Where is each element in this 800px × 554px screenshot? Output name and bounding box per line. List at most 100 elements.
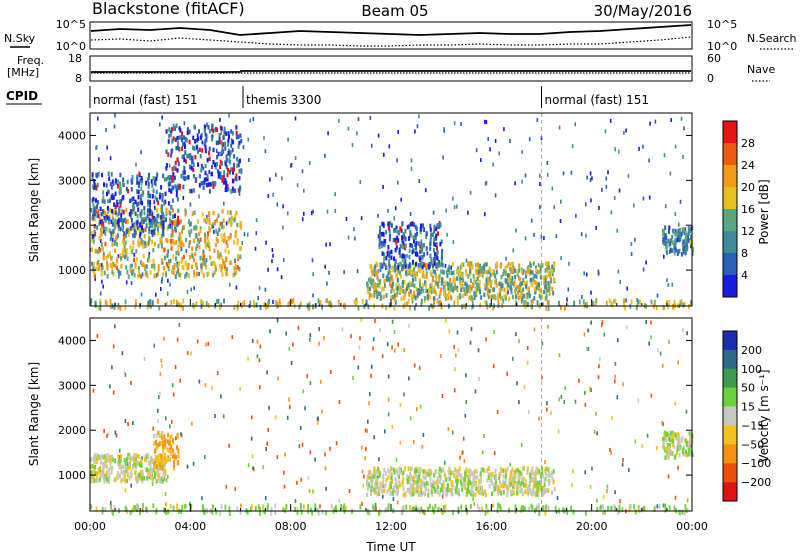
scatter-cell bbox=[384, 429, 386, 434]
ground-scatter-cell bbox=[104, 299, 107, 305]
ground-scatter-cell bbox=[531, 304, 533, 310]
echo-cell bbox=[121, 222, 124, 227]
echo-cell bbox=[388, 487, 391, 492]
echo-cell bbox=[551, 271, 554, 277]
ground-scatter-cell bbox=[94, 302, 97, 308]
echo-cell bbox=[547, 261, 549, 267]
echo-cell bbox=[393, 296, 396, 302]
ground-scatter-cell bbox=[300, 503, 302, 508]
ground-scatter-cell bbox=[484, 510, 487, 516]
echo-cell bbox=[418, 484, 420, 489]
scatter-cell bbox=[354, 236, 356, 241]
echo-cell bbox=[477, 484, 480, 490]
echo-cell bbox=[135, 249, 138, 254]
ground-scatter-cell bbox=[276, 301, 279, 307]
scatter-cell bbox=[448, 329, 451, 334]
scatter-cell bbox=[181, 433, 183, 438]
echo-cell bbox=[544, 278, 547, 283]
scatter-cell bbox=[312, 272, 314, 277]
echo-cell bbox=[517, 284, 520, 290]
ground-scatter-cell bbox=[90, 504, 92, 510]
echo-cell bbox=[186, 265, 189, 271]
scatter-cell bbox=[570, 170, 573, 175]
echo-cell bbox=[136, 220, 139, 226]
scatter-cell bbox=[391, 319, 394, 324]
echo-cell bbox=[479, 490, 482, 495]
echo-cell bbox=[538, 485, 541, 491]
echo-cell bbox=[240, 225, 243, 230]
ground-scatter-cell bbox=[202, 301, 205, 307]
echo-cell bbox=[164, 442, 167, 447]
echo-cell bbox=[218, 264, 221, 269]
echo-cell bbox=[199, 135, 202, 140]
echo-cell bbox=[173, 463, 176, 468]
echo-cell bbox=[212, 128, 215, 134]
scatter-cell bbox=[325, 486, 327, 491]
echo-cell bbox=[180, 246, 183, 252]
scatter-cell bbox=[267, 267, 269, 272]
echo-cell bbox=[221, 224, 224, 230]
echo-cell bbox=[169, 238, 172, 244]
scatter-cell bbox=[603, 332, 606, 337]
echo-cell bbox=[442, 270, 445, 275]
scatter-cell bbox=[403, 392, 405, 397]
echo-cell bbox=[107, 475, 110, 480]
echo-cell bbox=[229, 221, 232, 226]
echo-cell bbox=[162, 463, 165, 468]
colorbar-swatch bbox=[723, 387, 737, 407]
echo-cell bbox=[161, 476, 164, 481]
echo-cell bbox=[484, 489, 486, 494]
scatter-cell bbox=[360, 216, 363, 221]
echo-cell bbox=[133, 257, 136, 263]
echo-cell bbox=[687, 226, 690, 231]
scatter-cell bbox=[533, 327, 536, 332]
echo-cell bbox=[476, 488, 479, 493]
echo-cell bbox=[107, 209, 110, 214]
echo-cell bbox=[182, 254, 185, 260]
echo-cell bbox=[439, 291, 442, 296]
x-tick-label: 16:00 bbox=[475, 520, 507, 533]
echo-cell bbox=[553, 267, 555, 273]
echo-cell bbox=[422, 490, 425, 496]
echo-cell bbox=[414, 276, 417, 282]
echo-cell bbox=[422, 270, 425, 275]
echo-cell bbox=[174, 213, 176, 218]
scatter-cell bbox=[370, 373, 372, 378]
echo-cell bbox=[526, 487, 529, 492]
scatter-cell bbox=[161, 277, 163, 281]
echo-cell bbox=[222, 142, 225, 147]
ground-scatter-cell bbox=[520, 505, 523, 511]
y-tick-label: 3000 bbox=[58, 379, 86, 392]
echo-cell bbox=[369, 276, 372, 281]
echo-cell bbox=[546, 467, 549, 472]
echo-cell bbox=[109, 236, 112, 242]
echo-cell bbox=[512, 481, 515, 487]
ground-scatter-cell bbox=[296, 507, 299, 512]
echo-cell bbox=[93, 270, 96, 276]
echo-cell bbox=[496, 484, 499, 490]
ground-scatter-cell bbox=[113, 305, 116, 311]
scatter-cell bbox=[361, 469, 364, 474]
ground-scatter-cell bbox=[618, 507, 621, 513]
scatter-cell bbox=[112, 344, 115, 349]
scatter-cell bbox=[562, 171, 565, 176]
echo-cell bbox=[163, 458, 166, 463]
echo-cell bbox=[686, 246, 688, 252]
echo-cell bbox=[169, 219, 172, 224]
scatter-cell bbox=[383, 261, 385, 266]
echo-cell bbox=[378, 280, 381, 285]
echo-cell bbox=[169, 457, 172, 462]
x-axis-label: Time UT bbox=[365, 540, 416, 554]
ground-scatter-cell bbox=[431, 506, 434, 512]
ground-scatter-cell bbox=[413, 506, 415, 512]
echo-cell bbox=[467, 285, 470, 291]
echo-cell bbox=[504, 296, 507, 301]
echo-cell bbox=[408, 248, 411, 254]
echo-cell bbox=[114, 263, 117, 269]
echo-cell bbox=[484, 262, 487, 267]
echo-cell bbox=[139, 223, 142, 228]
echo-cell bbox=[499, 281, 502, 287]
echo-cell bbox=[98, 477, 101, 483]
echo-cell bbox=[211, 224, 214, 229]
echo-cell bbox=[403, 279, 406, 285]
